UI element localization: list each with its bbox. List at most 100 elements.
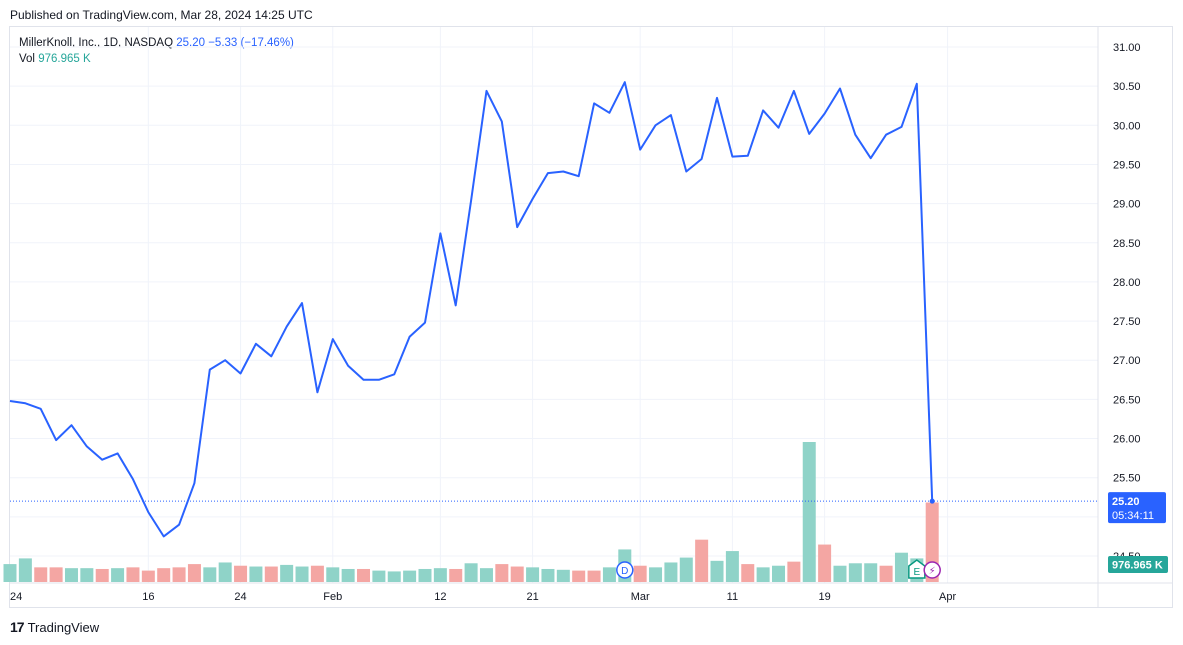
split-marker-icon <box>923 561 941 579</box>
volume-badge <box>1108 556 1168 573</box>
last-price-dot <box>929 498 935 504</box>
y-tick-label: 27.00 <box>1113 355 1141 367</box>
last-price-badge-value: 25.20 <box>1112 496 1140 508</box>
x-tick-label: 11 <box>727 591 738 603</box>
volume-bar <box>172 567 186 582</box>
volume-bar <box>541 568 555 582</box>
volume-bar <box>787 561 801 582</box>
volume-bar <box>218 562 232 582</box>
volume-bar <box>479 568 493 582</box>
volume-bar <box>203 567 217 582</box>
volume-bar <box>141 570 155 582</box>
x-tick-label: 21 <box>526 591 538 603</box>
tradingview-logo-icon: 17 <box>10 619 25 635</box>
x-tick-label: 12 <box>434 591 446 603</box>
y-tick-label: 30.50 <box>1113 81 1141 93</box>
volume-bar <box>418 568 432 582</box>
volume-bar <box>295 566 309 582</box>
volume-bar <box>464 563 478 582</box>
brand-name: TradingView <box>27 619 100 635</box>
x-tick-label: 16 <box>142 591 154 603</box>
volume-bar <box>3 564 17 582</box>
volume-bar <box>433 568 447 582</box>
volume-bar <box>848 563 862 582</box>
volume-bar <box>34 567 48 582</box>
volume-bar <box>18 558 32 582</box>
x-tick-label: Feb <box>323 591 342 603</box>
volume-bar <box>264 566 278 582</box>
volume-bar <box>587 570 601 582</box>
volume-bar <box>187 564 201 582</box>
volume-bar <box>756 567 770 582</box>
volume-bar <box>526 567 540 582</box>
volume-bar <box>449 568 463 582</box>
y-tick-label: 26.50 <box>1113 394 1141 406</box>
volume-bar <box>602 567 616 582</box>
dividend-marker-label: D <box>621 566 628 577</box>
x-tick-label: 24 <box>234 591 246 603</box>
volume-bar <box>249 566 263 582</box>
chart-frame[interactable] <box>9 26 1173 608</box>
y-tick-label: 30.00 <box>1113 120 1141 132</box>
volume-bar <box>234 565 248 582</box>
volume-bar <box>664 562 678 582</box>
y-tick-label: 29.50 <box>1113 159 1141 171</box>
volume-bar <box>495 564 509 582</box>
chart-legend: MillerKnoll, Inc., 1D, NASDAQ 25.20 −5.3… <box>19 35 294 67</box>
volume-bar <box>95 568 109 582</box>
x-tick-label: Mar <box>631 591 650 603</box>
volume-bar <box>741 564 755 582</box>
last-price: 25.20 <box>176 37 205 49</box>
split-marker-label: ⚡ <box>929 566 936 577</box>
volume-bar <box>894 552 908 582</box>
y-tick-label: 29.00 <box>1113 199 1141 211</box>
volume-bar <box>879 565 893 582</box>
x-tick-label: 19 <box>818 591 830 603</box>
volume-bar <box>157 568 171 582</box>
volume-bar <box>802 442 816 582</box>
footer-brand: 17 TradingView <box>10 619 99 635</box>
volume-bar <box>387 571 401 582</box>
y-tick-label: 28.50 <box>1113 238 1141 250</box>
volume-bar <box>126 567 140 582</box>
volume-bar <box>633 565 647 582</box>
volume-bar <box>403 570 417 582</box>
volume-bar <box>372 570 386 582</box>
volume-bar <box>80 568 94 582</box>
volume-bar <box>695 539 709 582</box>
y-tick-label: 31.00 <box>1113 42 1141 54</box>
volume-badge-value: 976.965 K <box>1112 560 1163 572</box>
volume-bar <box>49 567 63 582</box>
x-tick-label: Apr <box>939 591 956 603</box>
volume-bar <box>864 563 878 582</box>
countdown-label: 05:34:11 <box>1112 510 1154 522</box>
price-change: −5.33 (−17.46%) <box>208 37 294 49</box>
y-tick-label: 26.00 <box>1113 434 1141 446</box>
volume-bar <box>64 568 78 582</box>
price-line <box>9 81 934 538</box>
published-info: Published on TradingView.com, Mar 28, 20… <box>10 8 313 22</box>
volume-bar <box>556 569 570 582</box>
volume-bar <box>572 570 586 582</box>
earnings-marker-label: E <box>913 567 920 578</box>
y-tick-label: 28.00 <box>1113 277 1141 289</box>
volume-value: 976.965 K <box>38 53 91 65</box>
volume-bar <box>510 566 524 582</box>
y-tick-label: 25.50 <box>1113 473 1141 485</box>
volume-label[interactable]: Vol <box>19 53 35 65</box>
volume-bar <box>341 568 355 582</box>
symbol-info[interactable]: MillerKnoll, Inc., 1D, NASDAQ <box>19 37 174 49</box>
volume-bar <box>111 568 125 582</box>
volume-bar <box>772 565 785 582</box>
volume-bar <box>357 568 371 582</box>
volume-bar <box>326 567 340 582</box>
volume-bar <box>280 564 294 582</box>
volume-bar <box>310 565 324 582</box>
volume-bar <box>725 551 739 582</box>
y-tick-label: 27.50 <box>1113 316 1141 328</box>
volume-bar <box>833 565 847 582</box>
x-tick-label: 24 <box>10 591 22 603</box>
volume-bar <box>649 567 663 582</box>
last-price-badge <box>1108 492 1166 524</box>
